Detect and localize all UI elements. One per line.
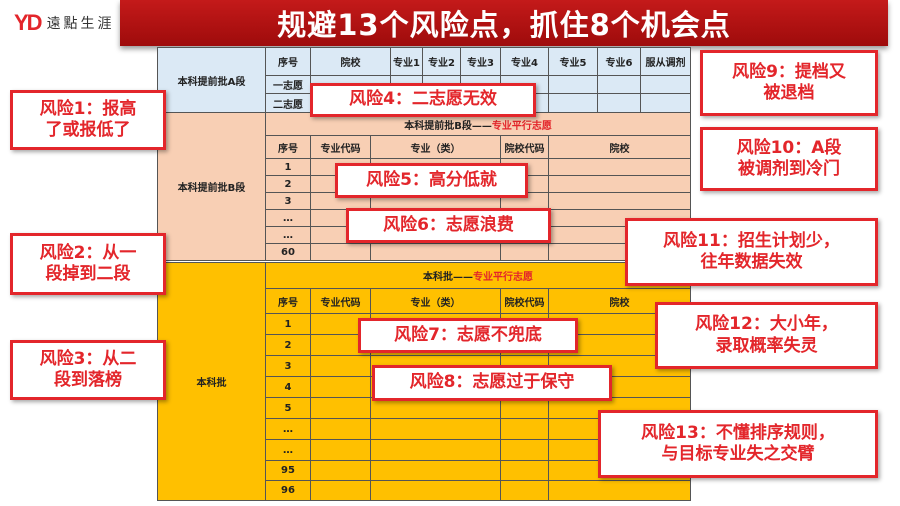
header-cell: 专业4 xyxy=(500,47,549,76)
section-b-label: 本科提前批B段 xyxy=(157,112,266,261)
row-number: 2 xyxy=(265,334,311,356)
risk-11: 风险11：招生计划少， 往年数据失效 xyxy=(625,218,878,286)
row-number: 3 xyxy=(265,355,311,377)
risk-3: 风险3：从二 段到落榜 xyxy=(10,340,166,400)
risk-12: 风险12：大小年， 录取概率失灵 xyxy=(655,302,878,369)
header-cell: 序号 xyxy=(265,47,311,76)
row-number: … xyxy=(265,226,311,244)
header-cell: 序号 xyxy=(265,288,311,314)
risk-7: 风险7：志愿不兜底 xyxy=(358,318,578,353)
row-number: 3 xyxy=(265,192,311,210)
logo-text: 遠點生涯 xyxy=(46,16,115,32)
row-number: 60 xyxy=(265,243,311,261)
header-cell: 专业代码 xyxy=(310,288,371,314)
logo: YD 遠點生涯 xyxy=(14,10,115,36)
row-number: … xyxy=(265,439,311,461)
risk-9: 风险9：提档又 被退档 xyxy=(700,50,878,116)
row-number: … xyxy=(265,418,311,440)
row-number: 95 xyxy=(265,460,311,481)
header-cell: 院校 xyxy=(310,47,391,76)
header-cell: 专业5 xyxy=(548,47,598,76)
header-cell: 院校代码 xyxy=(500,135,549,159)
header-cell: 服从调剂 xyxy=(640,47,691,76)
header-cell: 专业（类） xyxy=(370,135,501,159)
header-cell: 院校 xyxy=(547,135,692,159)
row-label: 一志愿 xyxy=(265,75,311,94)
section-a-label: 本科提前批A段 xyxy=(157,47,266,113)
row-number: 1 xyxy=(265,158,311,176)
header-cell: 专业3 xyxy=(460,47,501,76)
row-number: … xyxy=(265,209,311,227)
row-number: 2 xyxy=(265,175,311,193)
risk-6: 风险6：志愿浪费 xyxy=(346,208,551,243)
section-c-label: 本科批 xyxy=(157,262,266,501)
header-cell: 专业2 xyxy=(422,47,461,76)
risk-1: 风险1：报高 了或报低了 xyxy=(10,90,166,150)
risk-8: 风险8：志愿过于保守 xyxy=(372,365,612,401)
header-cell: 专业代码 xyxy=(310,135,371,159)
row-number: 1 xyxy=(265,313,311,335)
header-cell: 序号 xyxy=(265,135,311,159)
risk-10: 风险10：A段 被调剂到冷门 xyxy=(700,127,878,191)
row-number: 5 xyxy=(265,397,311,419)
header-cell: 专业6 xyxy=(597,47,641,76)
row-number: 4 xyxy=(265,376,311,398)
row-label: 二志愿 xyxy=(265,93,311,113)
risk-2: 风险2：从一 段掉到二段 xyxy=(10,233,166,295)
risk-5: 风险5：高分低就 xyxy=(335,163,528,198)
section-a-table: 本科提前批A段 序号 院校 专业1 专业2 专业3 专业4 专业5 专业6 服从调剂 一志愿 二… xyxy=(157,47,691,113)
risk-4: 风险4：二志愿无效 xyxy=(310,83,536,117)
logo-mark: YD xyxy=(14,10,43,35)
risk-13: 风险13：不懂排序规则， 与目标专业失之交臂 xyxy=(598,410,878,478)
page-title: 规避13个风险点，抓住8个机会点 xyxy=(120,0,888,46)
header-cell: 专业1 xyxy=(390,47,423,76)
header-cell: 专业（类） xyxy=(370,288,501,314)
header-cell: 院校代码 xyxy=(500,288,549,314)
row-number: 96 xyxy=(265,480,311,501)
